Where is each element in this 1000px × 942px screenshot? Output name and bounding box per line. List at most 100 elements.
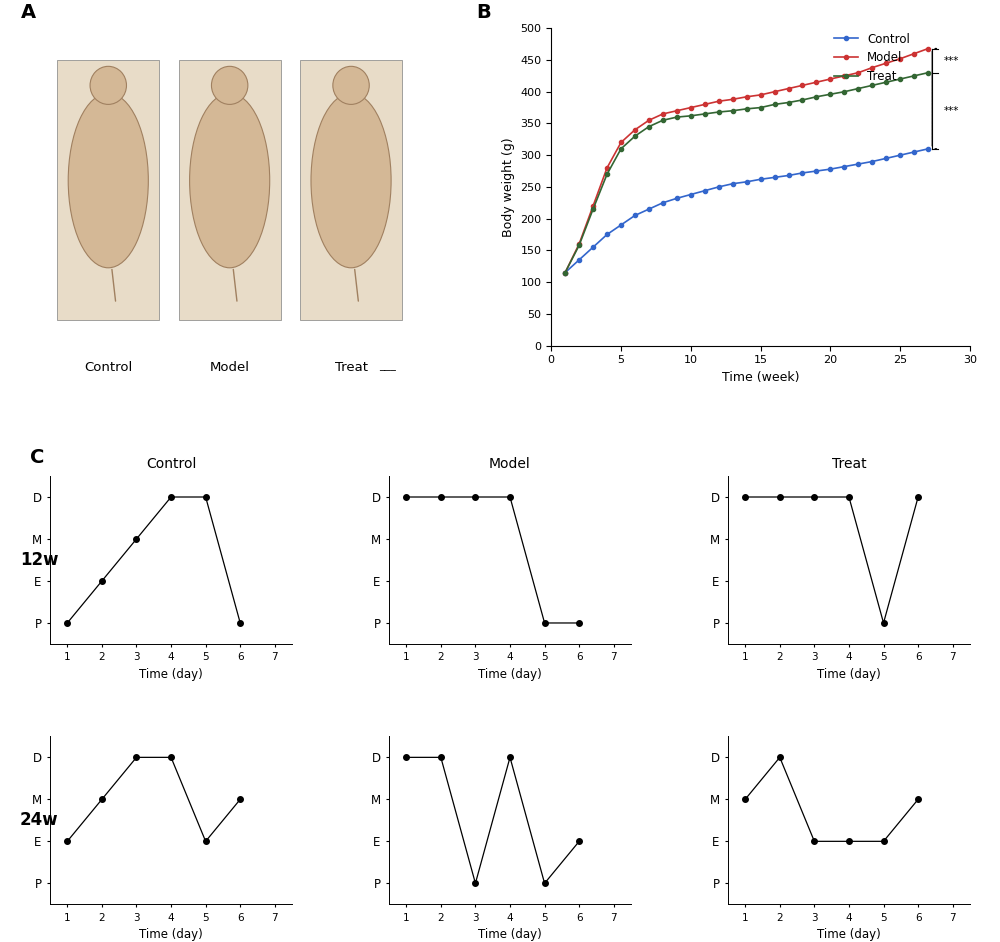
Text: ***: *** bbox=[943, 106, 959, 116]
Treat bbox=[922, 67, 934, 78]
Treat bbox=[880, 76, 892, 88]
Control bbox=[727, 178, 739, 189]
Control bbox=[755, 173, 767, 185]
Model bbox=[741, 91, 753, 103]
Ellipse shape bbox=[90, 66, 126, 105]
Control bbox=[741, 176, 753, 187]
Model bbox=[699, 99, 711, 110]
Text: 24w: 24w bbox=[20, 811, 59, 829]
Control bbox=[783, 170, 795, 181]
Treat bbox=[755, 102, 767, 113]
Treat bbox=[573, 239, 585, 251]
Treat bbox=[852, 83, 864, 94]
Line: Model: Model bbox=[563, 46, 930, 275]
X-axis label: Time (week): Time (week) bbox=[722, 371, 799, 383]
Control bbox=[643, 203, 655, 215]
Model bbox=[866, 62, 878, 73]
Model bbox=[922, 43, 934, 55]
Treat bbox=[769, 99, 781, 110]
Control bbox=[573, 254, 585, 266]
X-axis label: Time (day): Time (day) bbox=[478, 668, 542, 681]
Model bbox=[838, 71, 850, 82]
Model bbox=[852, 67, 864, 78]
Control bbox=[769, 171, 781, 183]
Control bbox=[922, 143, 934, 154]
Model bbox=[908, 48, 920, 59]
Model bbox=[755, 89, 767, 101]
Text: Model: Model bbox=[210, 362, 250, 374]
X-axis label: Time (day): Time (day) bbox=[817, 668, 881, 681]
X-axis label: Time (day): Time (day) bbox=[139, 928, 203, 941]
Ellipse shape bbox=[211, 66, 248, 105]
Ellipse shape bbox=[68, 93, 148, 268]
Treat bbox=[713, 106, 725, 118]
Y-axis label: Body weight (g): Body weight (g) bbox=[502, 138, 515, 236]
Text: Control: Control bbox=[84, 362, 132, 374]
Model bbox=[685, 102, 697, 113]
Control bbox=[824, 164, 836, 175]
Control bbox=[657, 197, 669, 208]
Treat bbox=[685, 110, 697, 122]
Model bbox=[629, 124, 641, 136]
Control bbox=[615, 219, 627, 231]
Model bbox=[810, 76, 822, 88]
Model bbox=[796, 80, 808, 91]
Treat bbox=[699, 108, 711, 120]
Text: C: C bbox=[30, 447, 44, 466]
FancyBboxPatch shape bbox=[57, 60, 159, 320]
Line: Treat: Treat bbox=[563, 71, 930, 275]
Model bbox=[769, 86, 781, 97]
Treat bbox=[866, 80, 878, 91]
Treat bbox=[559, 267, 571, 278]
Model bbox=[657, 108, 669, 120]
Treat bbox=[824, 89, 836, 100]
Control bbox=[629, 210, 641, 221]
Control bbox=[559, 267, 571, 278]
Treat bbox=[615, 143, 627, 154]
Ellipse shape bbox=[311, 93, 391, 268]
Treat bbox=[587, 203, 599, 215]
Ellipse shape bbox=[333, 66, 369, 105]
Treat bbox=[601, 169, 613, 180]
Text: ___: ___ bbox=[379, 362, 396, 371]
Control bbox=[810, 166, 822, 177]
Treat bbox=[727, 106, 739, 117]
Model bbox=[713, 95, 725, 106]
Title: Control: Control bbox=[146, 457, 196, 471]
Control bbox=[601, 229, 613, 240]
Treat bbox=[671, 111, 683, 122]
Legend: Control, Model, Treat: Control, Model, Treat bbox=[829, 28, 915, 88]
Model bbox=[559, 267, 571, 278]
Text: A: A bbox=[21, 3, 36, 22]
Model bbox=[587, 201, 599, 212]
Control bbox=[699, 185, 711, 196]
Control bbox=[796, 168, 808, 179]
Model bbox=[573, 238, 585, 250]
FancyBboxPatch shape bbox=[300, 60, 402, 320]
Control bbox=[838, 161, 850, 172]
X-axis label: Time (day): Time (day) bbox=[139, 668, 203, 681]
Treat bbox=[657, 115, 669, 126]
Treat bbox=[908, 71, 920, 82]
Treat bbox=[894, 73, 906, 85]
Control bbox=[880, 153, 892, 164]
Model bbox=[894, 53, 906, 64]
Line: Control: Control bbox=[563, 147, 930, 275]
Model bbox=[880, 57, 892, 69]
X-axis label: Time (day): Time (day) bbox=[817, 928, 881, 941]
FancyBboxPatch shape bbox=[179, 60, 281, 320]
Text: B: B bbox=[476, 3, 491, 22]
Model bbox=[601, 162, 613, 173]
Control bbox=[685, 188, 697, 200]
Model bbox=[824, 73, 836, 85]
Treat bbox=[643, 121, 655, 132]
Text: ***: *** bbox=[943, 56, 959, 66]
Model bbox=[671, 106, 683, 117]
Treat bbox=[838, 86, 850, 97]
Control bbox=[894, 150, 906, 161]
Model bbox=[727, 93, 739, 105]
Treat bbox=[783, 97, 795, 108]
Control bbox=[908, 146, 920, 157]
Model bbox=[615, 137, 627, 148]
Control bbox=[713, 181, 725, 192]
